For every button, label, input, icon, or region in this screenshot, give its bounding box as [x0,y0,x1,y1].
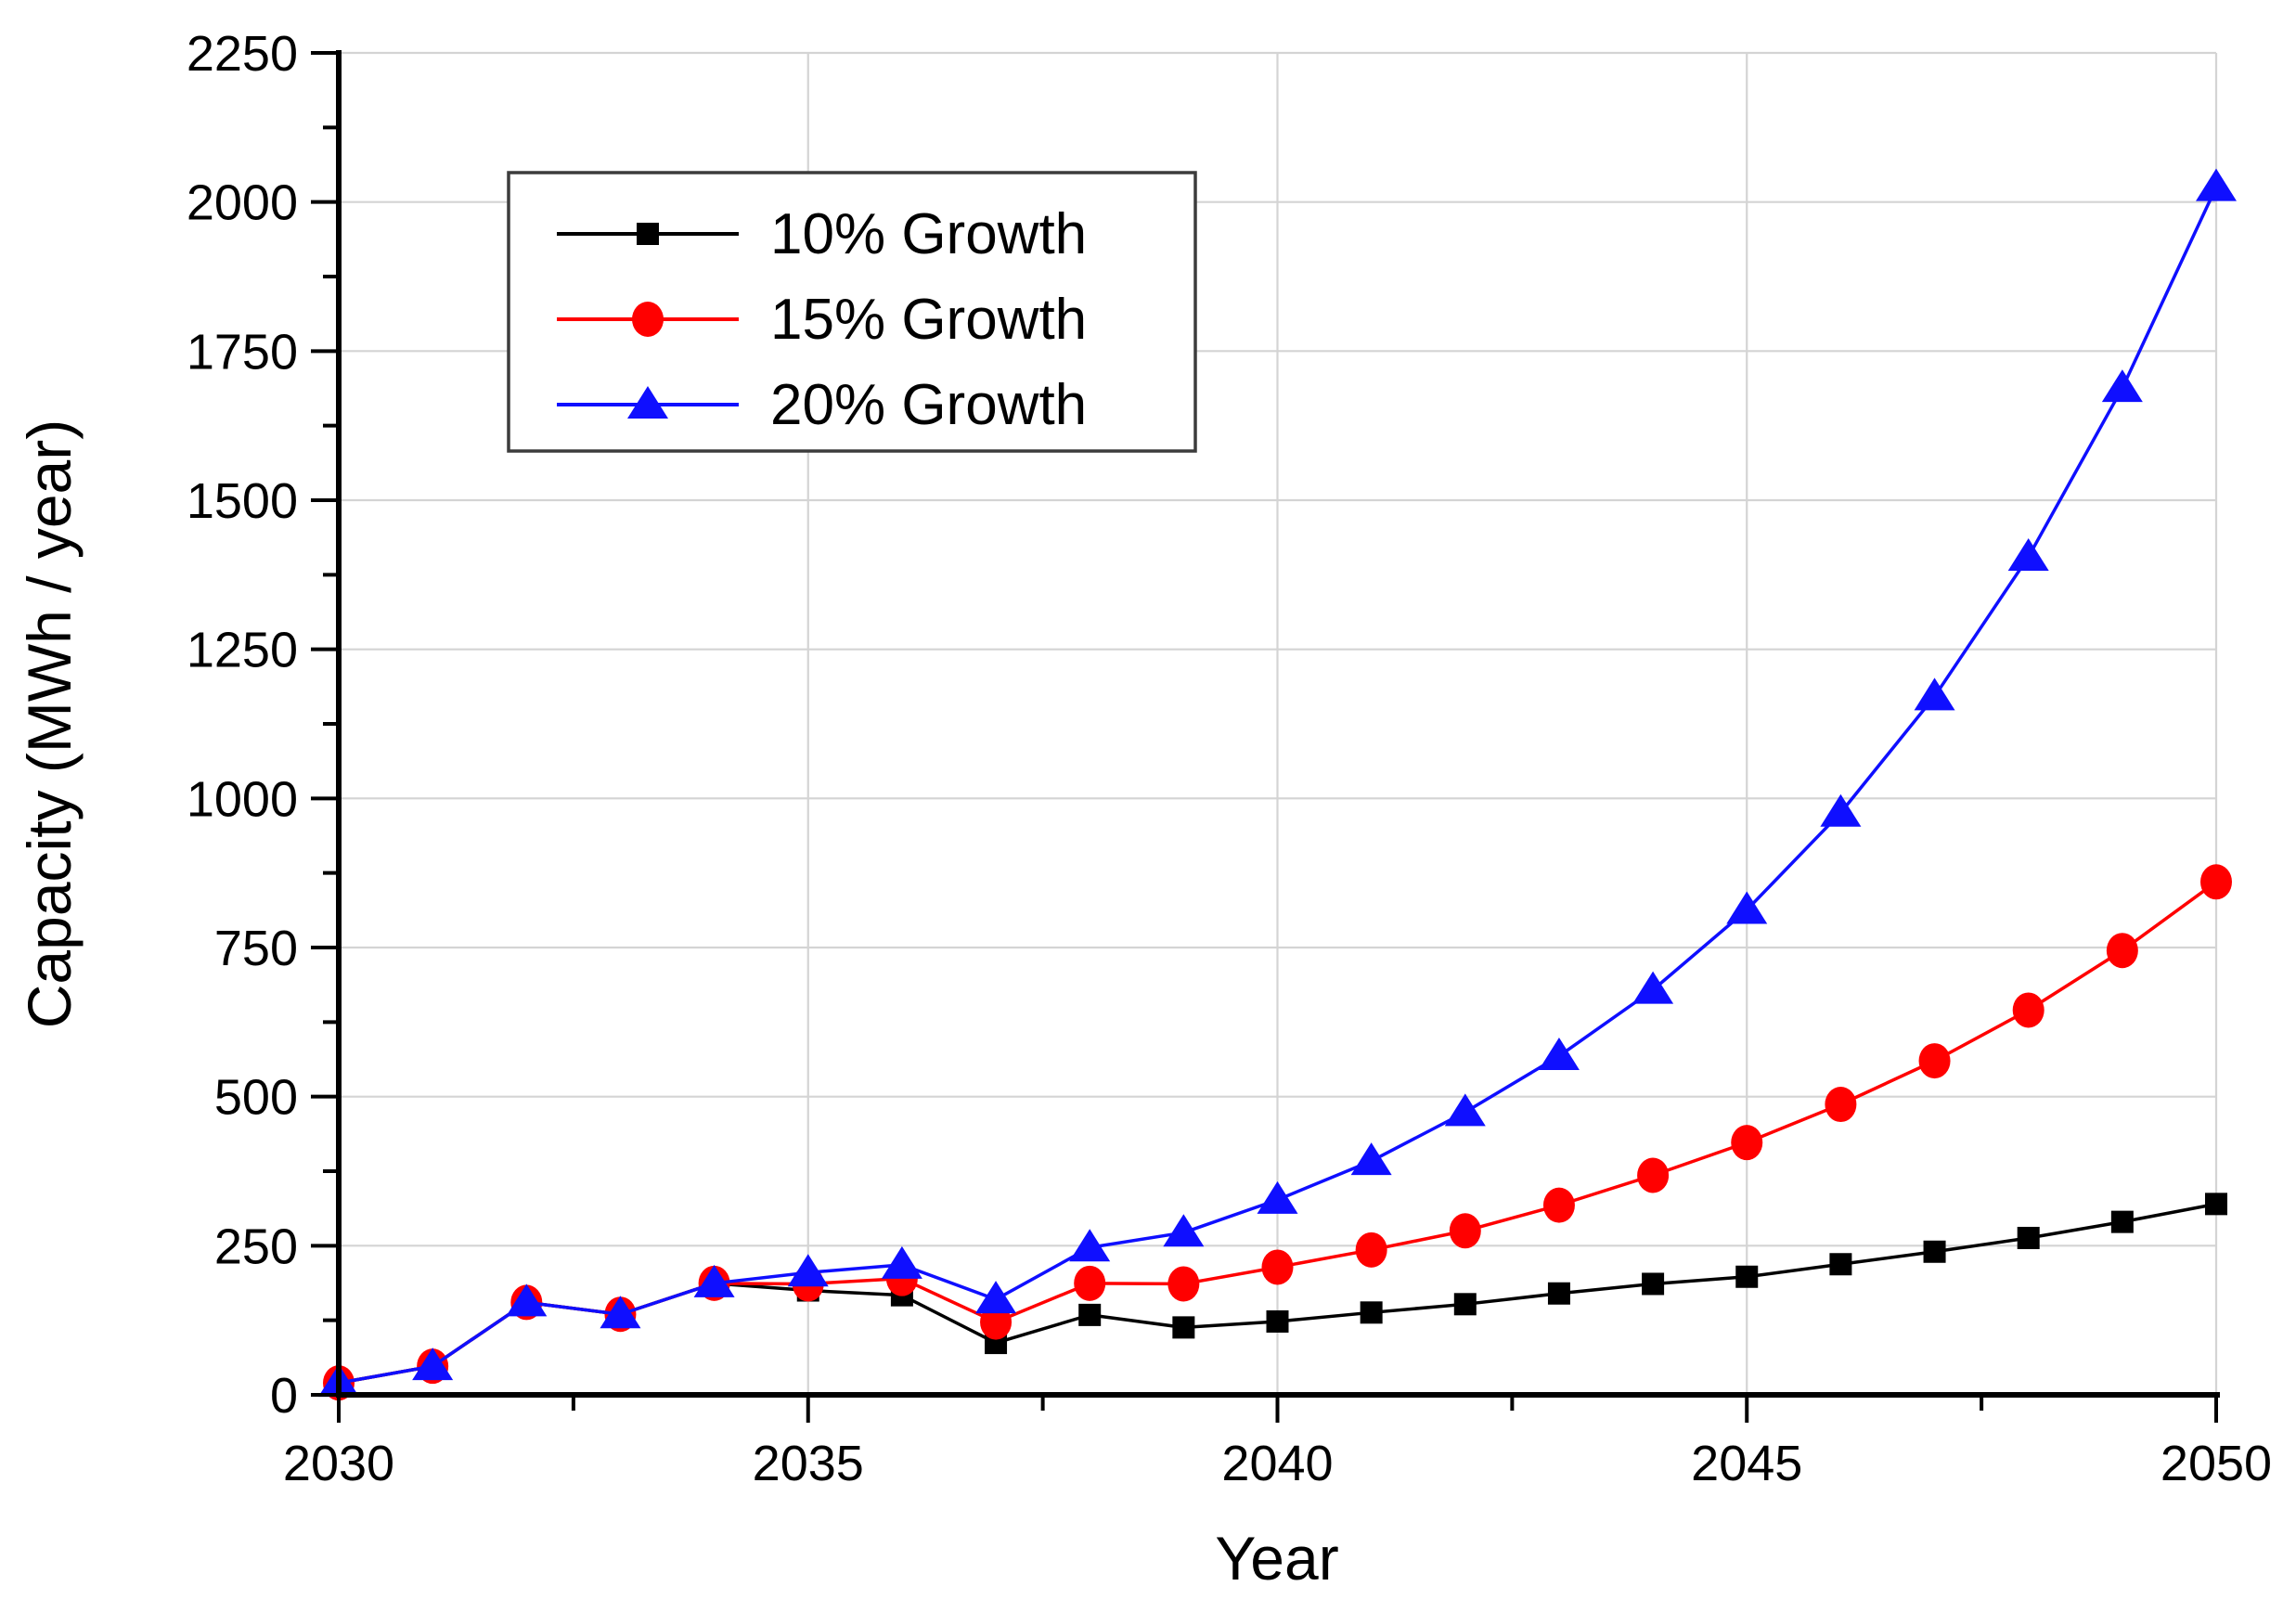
y-tick-label: 2000 [187,175,298,231]
marker-triangle [627,386,668,419]
marker-circle [1074,1265,1106,1301]
y-tick-label: 0 [270,1368,298,1424]
marker-circle [1167,1266,1200,1302]
legend-item-15-growth: 15% Growth [557,288,1087,352]
y-tick-label: 1000 [187,771,298,827]
grid-layer [339,51,2218,1395]
marker-triangle [693,1264,735,1297]
y-tick-label: 500 [214,1070,298,1126]
marker-square [1642,1272,1665,1296]
marker-triangle [1820,793,1862,827]
legend-label: 15% Growth [770,288,1087,352]
x-tick-label: 2045 [1691,1436,1802,1491]
marker-circle [2012,992,2044,1028]
series-layer [318,168,2237,1401]
marker-square [1923,1240,1946,1263]
marker-square [1078,1303,1102,1326]
y-tick-label: 1500 [187,473,298,529]
marker-circle [2200,864,2232,900]
marker-square [1266,1309,1289,1333]
x-tick-label: 2030 [283,1436,394,1491]
marker-triangle [600,1296,641,1329]
marker-triangle [506,1283,548,1317]
marker-square [1360,1301,1383,1324]
marker-circle [1731,1125,1763,1161]
marker-triangle [1163,1214,1205,1247]
marker-square [1735,1265,1759,1288]
marker-square [1547,1282,1570,1305]
x-tick-label: 2040 [1221,1436,1333,1491]
marker-triangle [1538,1037,1580,1070]
marker-triangle [1914,677,1955,711]
marker-triangle [1350,1142,1392,1176]
marker-triangle [1444,1093,1486,1127]
marker-square [1829,1253,1852,1276]
marker-circle [1918,1043,1951,1079]
legend-item-10-growth: 10% Growth [557,202,1087,266]
marker-circle [1825,1087,1857,1123]
marker-triangle [2007,538,2049,572]
marker-square [1172,1316,1195,1339]
marker-triangle [2196,168,2237,201]
marker-triangle [2101,369,2143,403]
marker-triangle [1726,891,1768,924]
y-tick-label: 750 [214,921,298,976]
marker-triangle [787,1254,829,1287]
marker-triangle [1257,1180,1298,1214]
marker-triangle [881,1245,922,1279]
marker-circle [1449,1213,1481,1249]
y-tick-label: 250 [214,1219,298,1274]
x-axis-title: Year [1215,1524,1338,1593]
legend-item-20-growth: 20% Growth [557,373,1087,437]
x-tick-label: 2050 [2161,1436,2272,1491]
y-tick-label: 2250 [187,26,298,82]
legend-label: 20% Growth [770,373,1087,437]
marker-square [2110,1210,2134,1233]
marker-circle [1542,1187,1575,1223]
tick-label-layer: 0 250 500 750 1000 1250 1500 1750 2000 2250 2030 20… [187,26,2272,1491]
marker-circle [2106,933,2138,969]
marker-triangle [975,1281,1017,1314]
y-tick-label: 1250 [187,623,298,678]
y-tick-label: 1750 [187,324,298,380]
marker-triangle [1632,971,1674,1004]
marker-square [637,223,659,245]
series-20-growth [318,168,2237,1398]
marker-square [2205,1193,2227,1216]
marker-triangle [1069,1229,1111,1262]
legend-label: 10% Growth [770,202,1087,266]
axis-layer [311,50,2220,1423]
x-tick-label: 2035 [753,1436,864,1491]
marker-square [2017,1226,2040,1249]
marker-circle [1261,1249,1294,1285]
marker-circle [1355,1232,1387,1268]
marker-square [1453,1293,1477,1316]
marker-circle [1637,1157,1670,1193]
marker-circle [632,302,664,337]
marker-triangle [412,1348,454,1381]
y-axis-title: Capacity (MWh / year) [15,419,84,1028]
legend: 10% Growth 15% Growth 20% Growth [507,171,1197,453]
